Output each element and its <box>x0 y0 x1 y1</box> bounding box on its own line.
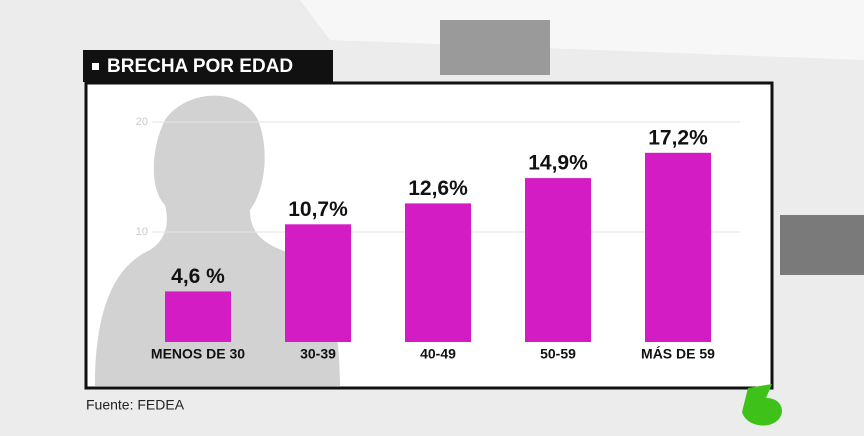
bar <box>405 203 471 342</box>
decor <box>300 0 864 60</box>
x-tick-label: 50-59 <box>540 346 576 362</box>
y-tick-label: 20 <box>136 116 148 128</box>
x-tick-label: MENOS DE 30 <box>151 346 245 362</box>
title-bullet <box>92 63 99 70</box>
value-label: 12,6% <box>408 177 468 200</box>
value-label: 4,6 % <box>171 265 225 288</box>
decor <box>780 215 864 275</box>
bar <box>165 291 231 342</box>
x-tick-label: MÁS DE 59 <box>641 346 715 362</box>
value-label: 17,2% <box>648 126 708 149</box>
bar <box>285 224 351 342</box>
value-label: 14,9% <box>528 152 588 175</box>
chart-title: BRECHA POR EDAD <box>107 56 293 77</box>
bar <box>525 178 591 342</box>
decor <box>440 20 550 75</box>
x-tick-label: 40-49 <box>420 346 456 362</box>
value-label: 10,7% <box>288 198 348 221</box>
source: Fuente: FEDEA <box>86 397 185 413</box>
y-tick-label: 10 <box>136 226 148 238</box>
bar <box>645 152 711 342</box>
logo <box>742 384 782 426</box>
silhouette <box>95 95 340 386</box>
title-box <box>83 50 333 82</box>
x-tick-label: 30-39 <box>300 346 336 362</box>
